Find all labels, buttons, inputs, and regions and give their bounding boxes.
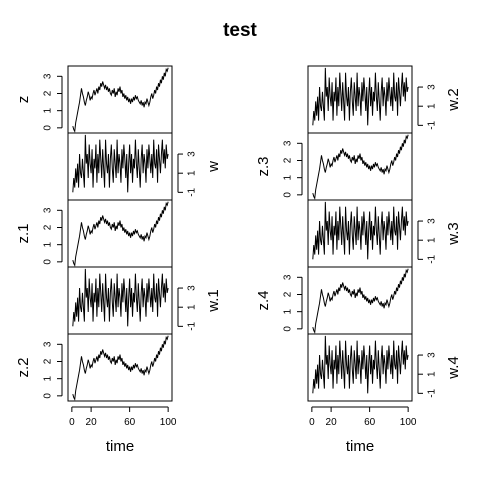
series-line-w.3 xyxy=(313,202,408,259)
y-tick-label: 1 xyxy=(187,170,198,176)
y-tick-label: 1 xyxy=(427,237,438,243)
panel-w.1: -1 1 3 w.1 xyxy=(68,267,222,334)
y-tick-label: 2 xyxy=(43,224,54,230)
y-tick-label: -1 xyxy=(427,120,438,129)
y-tick-label: 1 xyxy=(43,107,54,113)
x-axis-label: time xyxy=(106,438,134,455)
series-line-z.3 xyxy=(313,135,408,199)
x-tick-label: 20 xyxy=(326,417,338,428)
x-tick-label: 100 xyxy=(400,417,417,428)
series-line-z xyxy=(73,68,168,132)
chart-title: test xyxy=(223,20,257,41)
series-label-w.3: w.3 xyxy=(445,222,462,246)
y-tick-label: 3 xyxy=(427,352,438,358)
y-tick-label: 1 xyxy=(427,371,438,377)
y-tick-label: 2 xyxy=(43,358,54,364)
series-label-z.3: z.3 xyxy=(255,156,272,176)
series-line-z.4 xyxy=(313,269,408,333)
panel-column-right: -1 1 3 w.2 0 1 2 3 z.3 -1 1 3 w.3 0 1 2 3 z.4 -1 1 3 w.4 0 20 60… xyxy=(255,66,462,455)
y-tick-label: 3 xyxy=(43,341,54,347)
panel-w: -1 1 3 w xyxy=(68,133,222,200)
series-line-w.2 xyxy=(313,68,408,125)
panel-w.3: -1 1 3 w.3 xyxy=(308,200,462,267)
y-tick-label: 0 xyxy=(283,326,294,332)
panel-z.2: 0 1 2 3 z.2 xyxy=(15,334,172,401)
y-tick-label: 0 xyxy=(283,192,294,198)
y-tick-label: 1 xyxy=(43,241,54,247)
x-axis-right: 0 20 60 100 time xyxy=(309,407,417,455)
series-label-w: w xyxy=(205,161,222,173)
y-tick-label: 3 xyxy=(187,285,198,291)
series-line-w.4 xyxy=(313,336,408,393)
y-tick-label: 3 xyxy=(43,207,54,213)
y-tick-label: 3 xyxy=(187,151,198,157)
y-tick-label: 2 xyxy=(43,90,54,96)
y-tick-label: 3 xyxy=(427,218,438,224)
y-tick-label: 0 xyxy=(43,259,54,265)
y-tick-label: -1 xyxy=(187,187,198,196)
series-label-w.1: w.1 xyxy=(205,289,222,313)
series-label-z: z xyxy=(15,96,32,104)
y-tick-label: -1 xyxy=(187,321,198,330)
x-tick-label: 100 xyxy=(160,417,177,428)
series-line-w xyxy=(73,135,168,192)
y-tick-label: 3 xyxy=(427,84,438,90)
panel-z.1: 0 1 2 3 z.1 xyxy=(15,200,172,267)
x-tick-label: 0 xyxy=(309,417,315,428)
y-tick-label: 1 xyxy=(187,304,198,310)
panel-z.3: 0 1 2 3 z.3 xyxy=(255,133,412,200)
series-line-w.1 xyxy=(73,269,168,326)
y-tick-label: -1 xyxy=(427,388,438,397)
y-tick-label: 3 xyxy=(283,274,294,280)
y-tick-label: 1 xyxy=(427,103,438,109)
x-tick-label: 20 xyxy=(86,417,98,428)
panel-w.4: -1 1 3 w.4 xyxy=(308,334,462,401)
y-tick-label: 2 xyxy=(283,291,294,297)
series-label-w.2: w.2 xyxy=(445,88,462,112)
x-axis-label: time xyxy=(346,438,374,455)
series-line-z.2 xyxy=(73,336,168,400)
x-axis-left: 0 20 60 100 time xyxy=(69,407,177,455)
series-line-z.1 xyxy=(73,202,168,266)
panel-w.2: -1 1 3 w.2 xyxy=(308,66,462,133)
y-tick-label: 3 xyxy=(43,73,54,79)
series-label-z.1: z.1 xyxy=(15,223,32,243)
y-tick-label: 2 xyxy=(283,157,294,163)
y-tick-label: 1 xyxy=(283,308,294,314)
y-tick-label: 1 xyxy=(283,174,294,180)
series-label-z.4: z.4 xyxy=(255,290,272,310)
y-tick-label: -1 xyxy=(427,254,438,263)
x-tick-label: 60 xyxy=(124,417,136,428)
y-tick-label: 0 xyxy=(43,125,54,131)
series-label-w.4: w.4 xyxy=(445,356,462,380)
panel-column-left: 0 1 2 3 z -1 1 3 w 0 1 2 3 z.1 -1 1 3 w.1 0 1 2 3 z.2 0 20 60 100 t… xyxy=(15,66,222,455)
y-tick-label: 1 xyxy=(43,375,54,381)
series-label-z.2: z.2 xyxy=(15,357,32,377)
y-tick-label: 0 xyxy=(43,393,54,399)
panel-z: 0 1 2 3 z xyxy=(15,66,172,133)
y-tick-label: 3 xyxy=(283,140,294,146)
panel-z.4: 0 1 2 3 z.4 xyxy=(255,267,412,334)
x-tick-label: 0 xyxy=(69,417,75,428)
x-tick-label: 60 xyxy=(364,417,376,428)
